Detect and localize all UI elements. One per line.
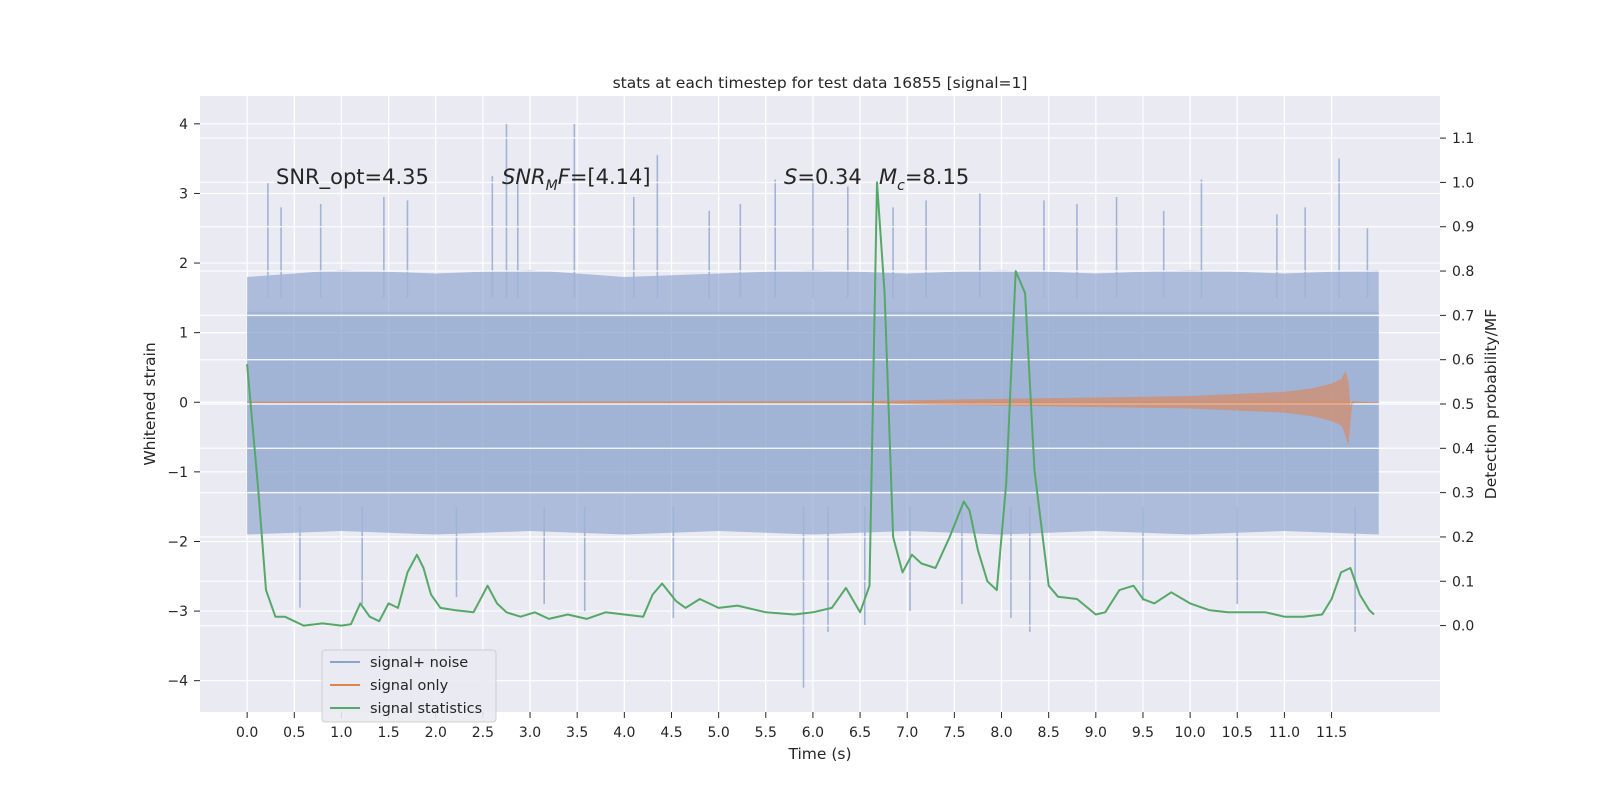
y-tick-label-6: 2 (179, 256, 188, 272)
legend-label-signal-statistics: signal statistics (370, 701, 482, 717)
y2-tick-label-9: 0.9 (1452, 220, 1474, 236)
legend-label-signal-only: signal only (370, 678, 449, 694)
x-tick-label-6: 3.0 (519, 725, 541, 741)
annotation-mc-sub: c (897, 178, 905, 194)
y2-tick-label-11: 1.1 (1452, 131, 1474, 147)
signal-only-layer (247, 370, 1379, 446)
legend-box (321, 649, 497, 723)
y-tick-label-2: −2 (167, 534, 188, 550)
x-tick-label-16: 8.0 (990, 725, 1012, 741)
y2-ticks: 0.0 0.1 0.2 0.3 0.4 0.5 0.6 0.7 0.8 0.9 1.0 1.1 (1440, 131, 1474, 635)
annotation-snr-mf: SNRMF=[4.14] (502, 165, 651, 194)
x-tick-label-12: 6.0 (802, 725, 824, 741)
x-tick-label-0: 0.0 (236, 725, 258, 741)
y-tick-label-8: 4 (179, 117, 188, 133)
annotation-mc: Mc=8.15 (879, 165, 969, 194)
x-tick-label-7: 3.5 (566, 725, 588, 741)
x-tick-label-15: 7.5 (943, 725, 965, 741)
x-tick-label-19: 9.5 (1132, 725, 1154, 741)
x-tick-label-9: 4.5 (660, 725, 682, 741)
signal-statistics-layer (246, 181, 1375, 627)
x-tick-label-8: 4.0 (613, 725, 635, 741)
annotation-mc-rest: =8.15 (905, 165, 969, 189)
x-tick-label-17: 8.5 (1038, 725, 1060, 741)
y-tick-label-5: 1 (179, 326, 188, 342)
y2-tick-label-5: 0.5 (1452, 397, 1474, 413)
y2-tick-label-10: 1.0 (1452, 175, 1474, 191)
y-axis-label: Whitened strain (141, 342, 159, 465)
y2-tick-label-4: 0.4 (1452, 441, 1474, 457)
annotation-snr-mf-main: SNR (502, 165, 546, 189)
y2-tick-label-7: 0.7 (1452, 308, 1474, 324)
legend: signal+ noise signal only signal statist… (321, 649, 497, 723)
y-tick-label-1: −3 (167, 604, 188, 620)
y2-tick-label-3: 0.3 (1452, 486, 1474, 502)
y-tick-label-4: 0 (179, 395, 188, 411)
annotation-s-main: S (784, 165, 797, 189)
x-tick-label-14: 7.0 (896, 725, 918, 741)
annotation-snr-mf-rest: F=[4.14] (558, 165, 651, 189)
y2-tick-label-0: 0.0 (1452, 619, 1474, 635)
annotation-s: S=0.34 (784, 165, 862, 189)
x-tick-label-11: 5.5 (755, 725, 777, 741)
x-tick-label-1: 0.5 (283, 725, 305, 741)
annotation-snr-mf-sub: M (546, 178, 558, 194)
x-tick-label-23: 11.5 (1316, 725, 1347, 741)
annotation-snr-opt: SNR_opt=4.35 (276, 165, 429, 190)
annotation-s-rest: =0.34 (797, 165, 861, 189)
x-tick-label-13: 6.5 (849, 725, 871, 741)
grid-overlay (200, 137, 1440, 627)
y-ticks: −4 −3 −2 −1 0 1 2 3 4 (167, 117, 200, 690)
signal-statistics-line (246, 181, 1375, 627)
y-tick-label-7: 3 (179, 186, 188, 202)
y2-tick-label-8: 0.8 (1452, 264, 1474, 280)
x-ticks: 0.0 0.5 1.0 1.5 2.0 2.5 3.0 3.5 4.0 4.5 5.0 5.5 6.0 6… (236, 712, 1347, 741)
y2-tick-label-6: 0.6 (1452, 353, 1474, 369)
y2-tick-label-2: 0.2 (1452, 530, 1474, 546)
chart-title: stats at each timestep for test data 168… (613, 74, 1028, 92)
x-tick-label-5: 2.5 (472, 725, 494, 741)
x-tick-label-20: 10.0 (1175, 725, 1206, 741)
legend-label-signal-noise: signal+ noise (370, 655, 468, 671)
x-tick-label-22: 11.0 (1269, 725, 1300, 741)
annotation-mc-main: M (879, 165, 897, 189)
x-tick-label-21: 10.5 (1222, 725, 1253, 741)
x-axis-label: Time (s) (787, 745, 851, 763)
x-tick-label-10: 5.0 (707, 725, 729, 741)
x-tick-label-4: 2.0 (425, 725, 447, 741)
x-tick-label-2: 1.0 (330, 725, 352, 741)
y-tick-label-0: −4 (167, 674, 188, 690)
y2-tick-label-1: 0.1 (1452, 574, 1474, 590)
y-tick-label-3: −1 (167, 465, 188, 481)
x-tick-label-18: 9.0 (1085, 725, 1107, 741)
x-tick-label-3: 1.5 (377, 725, 399, 741)
y2-axis-label: Detection probability/MF (1482, 309, 1500, 500)
